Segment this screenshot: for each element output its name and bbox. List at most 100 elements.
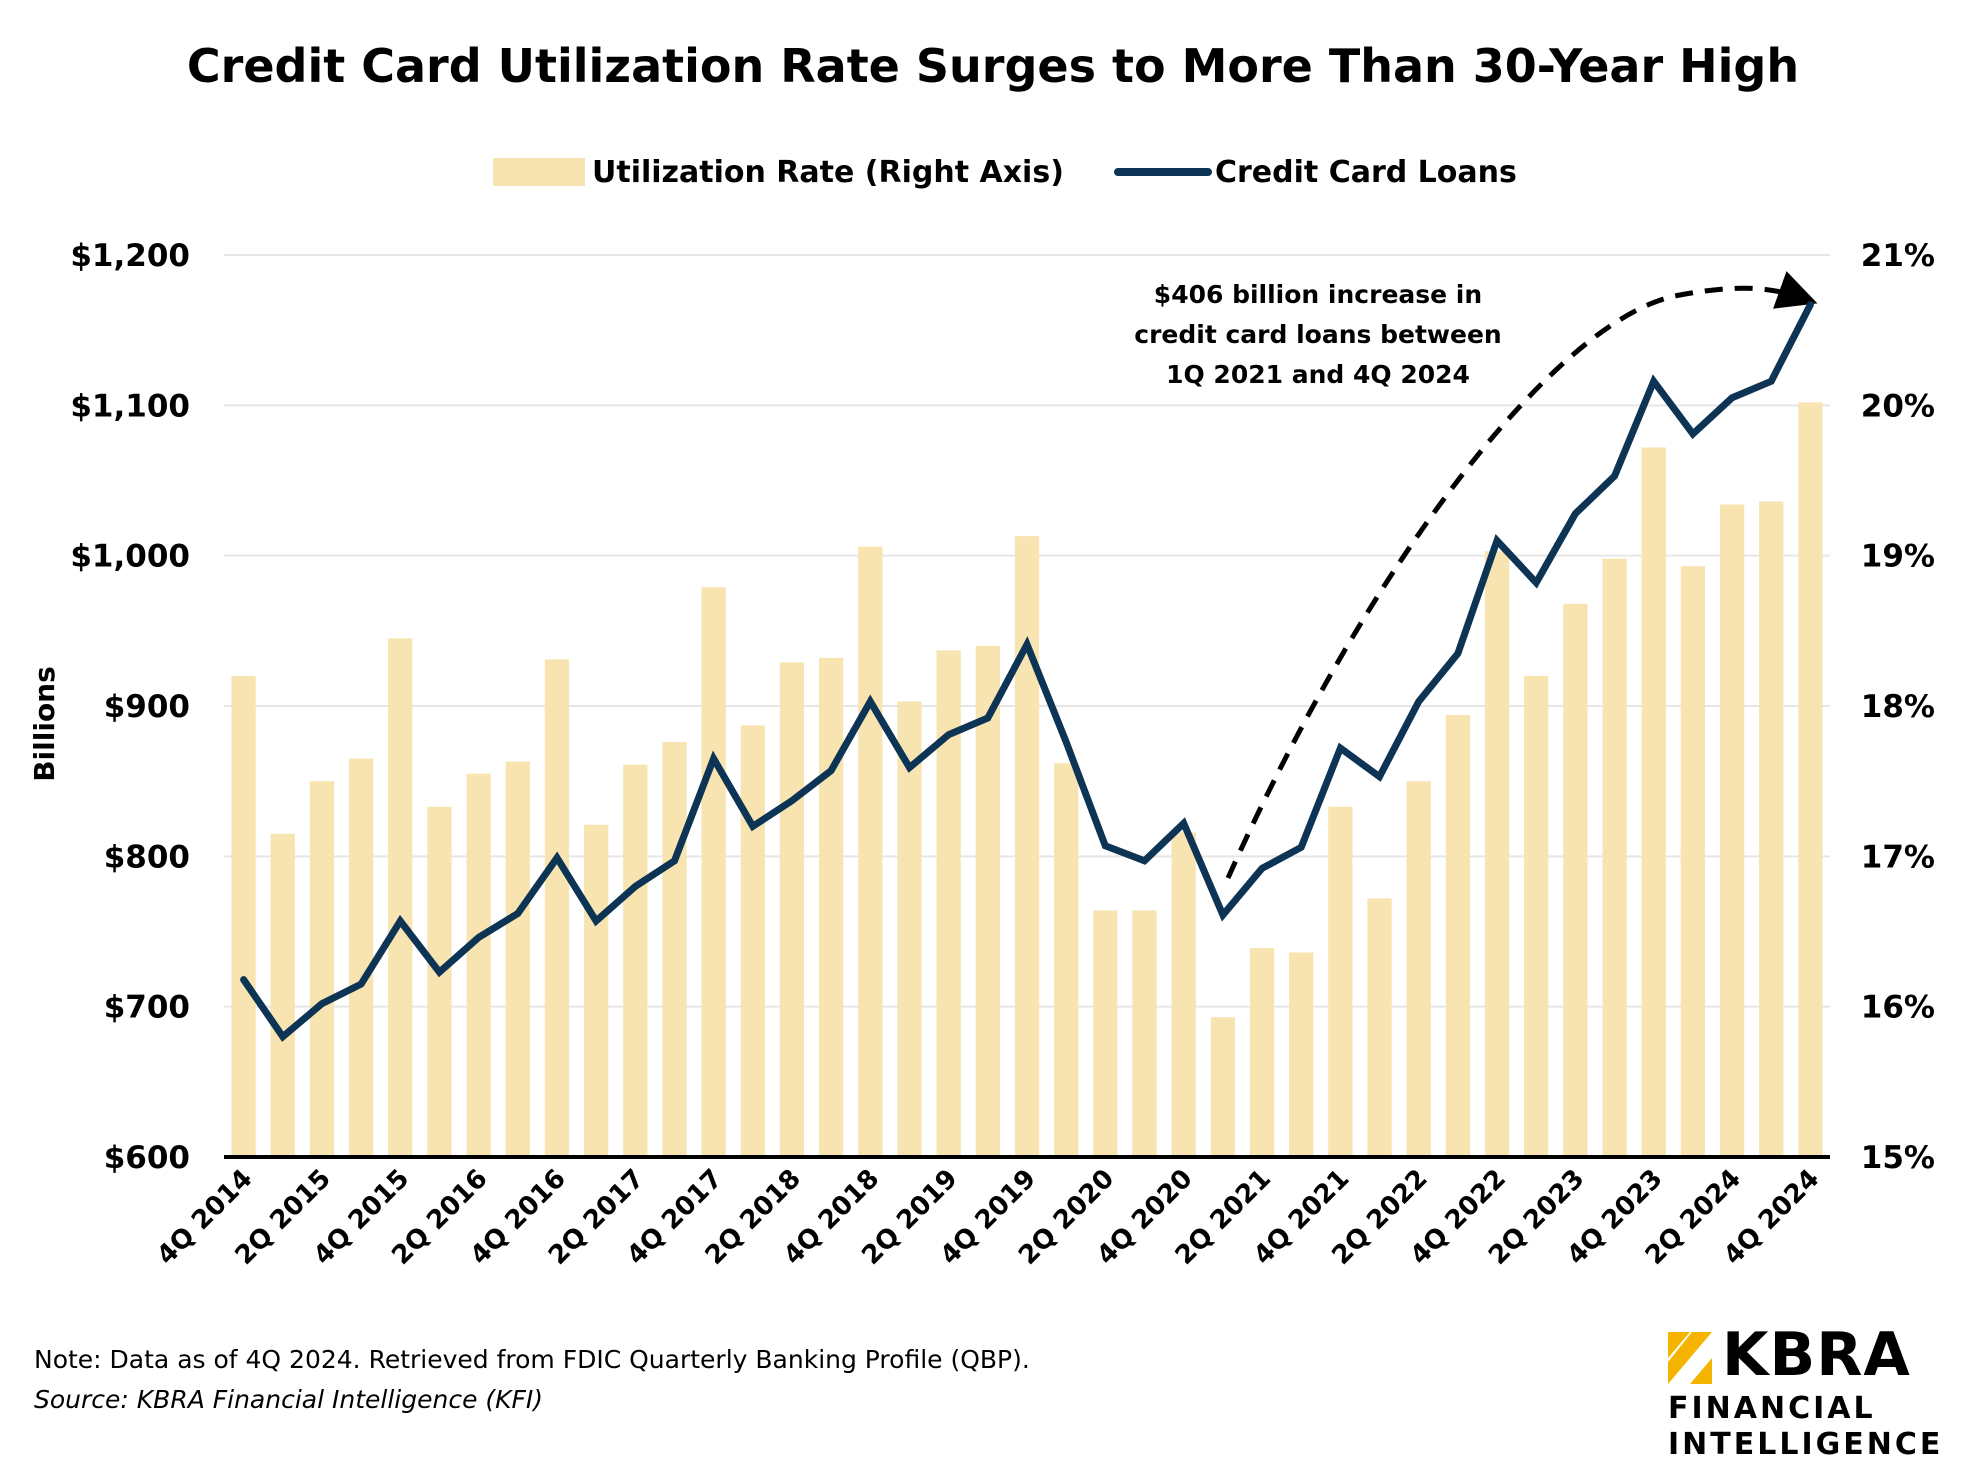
line-point-2q-2019 xyxy=(946,732,951,737)
kbra-subtitle-2: INTELLIGENCE xyxy=(1668,1427,1944,1462)
bar-1q-2016 xyxy=(427,806,452,1157)
line-point-4q-2016 xyxy=(554,855,559,860)
line-point-2q-2022 xyxy=(1416,699,1421,704)
bar-4q-2022 xyxy=(1484,551,1510,1157)
line-point-4q-2017 xyxy=(711,756,716,761)
bar-4q-2023 xyxy=(1641,447,1666,1158)
line-point-3q-2019 xyxy=(985,716,990,721)
bar-1q-2022 xyxy=(1367,898,1392,1157)
left-tick-label: $1,200 xyxy=(70,238,190,274)
bar-1q-2024 xyxy=(1680,566,1706,1157)
bar-2q-2017 xyxy=(623,764,648,1157)
line-point-2q-2020 xyxy=(1103,843,1108,848)
line-point-1q-2023 xyxy=(1534,580,1539,585)
bar-1q-2023 xyxy=(1524,675,1549,1157)
left-tick-label: $900 xyxy=(104,689,190,725)
legend-label-utilization: Utilization Rate (Right Axis) xyxy=(592,155,1064,190)
line-point-3q-2015 xyxy=(359,982,364,987)
kbra-wordmark: KBRA xyxy=(1722,1320,1911,1390)
line-point-1q-2021 xyxy=(1220,912,1225,917)
source-text: Source: KBRA Financial Intelligence (KFI… xyxy=(34,1385,544,1414)
line-point-2q-2018 xyxy=(789,798,794,803)
line-point-1q-2024 xyxy=(1690,431,1695,436)
bar-3q-2018 xyxy=(819,657,844,1157)
bar-1q-2020 xyxy=(1054,763,1079,1157)
bar-2q-2016 xyxy=(466,773,491,1157)
right-tick-label: 16% xyxy=(1861,990,1935,1026)
bar-4q-2018 xyxy=(858,546,883,1157)
bar-2q-2022 xyxy=(1406,781,1431,1157)
bar-4q-2015 xyxy=(388,638,413,1157)
left-tick-label: $800 xyxy=(104,839,190,875)
line-point-4q-2022 xyxy=(1495,538,1500,543)
bar-3q-2024 xyxy=(1759,501,1784,1158)
kbra-subtitle-1: FINANCIAL xyxy=(1668,1391,1876,1426)
bar-1q-2021 xyxy=(1210,1017,1235,1157)
bar-3q-2015 xyxy=(348,758,374,1157)
line-point-1q-2019 xyxy=(907,765,912,770)
chart-title: Credit Card Utilization Rate Surges to M… xyxy=(187,39,1799,93)
line-point-4q-2024 xyxy=(1808,302,1813,307)
annotation: $406 billion increase in credit card loa… xyxy=(1134,271,1818,880)
kbra-logo: KBRA FINANCIAL INTELLIGENCE xyxy=(1668,1322,1968,1466)
line-point-3q-2017 xyxy=(672,858,677,863)
line-point-4q-2021 xyxy=(1338,746,1343,751)
bar-1q-2018 xyxy=(740,725,765,1157)
line-point-1q-2015 xyxy=(280,1034,285,1039)
line-point-3q-2023 xyxy=(1612,473,1617,478)
legend-swatch-utilization xyxy=(493,158,585,186)
left-tick-label: $700 xyxy=(104,990,190,1026)
bar-2q-2018 xyxy=(779,662,805,1157)
line-point-4q-2023 xyxy=(1651,379,1656,384)
bar-4q-2024 xyxy=(1798,402,1823,1157)
line-point-1q-2017 xyxy=(594,918,599,923)
bar-2q-2021 xyxy=(1249,948,1275,1157)
bar-4q-2014 xyxy=(231,675,256,1157)
bar-3q-2017 xyxy=(662,742,687,1157)
right-tick-label: 19% xyxy=(1861,539,1935,575)
left-axis-ticks: $600 $700 $800 $900 $1,000 $1,100 $1,200 xyxy=(70,238,190,1176)
line-point-2q-2023 xyxy=(1573,511,1578,516)
bar-4q-2016 xyxy=(544,659,570,1157)
bar-2q-2019 xyxy=(936,650,961,1157)
right-tick-label: 15% xyxy=(1861,1140,1935,1176)
legend-label-loans: Credit Card Loans xyxy=(1215,155,1517,190)
line-point-1q-2016 xyxy=(437,970,442,975)
right-tick-label: 17% xyxy=(1861,839,1935,875)
bar-3q-2019 xyxy=(975,645,1000,1157)
bar-2q-2015 xyxy=(309,781,335,1157)
left-tick-label: $600 xyxy=(104,1140,190,1176)
annotation-arrow xyxy=(1225,271,1818,880)
line-point-1q-2020 xyxy=(1064,740,1069,745)
line-point-3q-2024 xyxy=(1769,379,1774,384)
bar-1q-2017 xyxy=(583,824,609,1157)
right-tick-label: 21% xyxy=(1861,238,1935,274)
y-axis-label: Billions xyxy=(28,666,61,782)
utilization-bars xyxy=(231,402,1823,1158)
line-point-4q-2015 xyxy=(398,918,403,923)
line-point-4q-2019 xyxy=(1025,642,1029,647)
bar-3q-2023 xyxy=(1602,558,1627,1157)
line-point-4q-2014 xyxy=(241,977,246,982)
line-point-1q-2022 xyxy=(1377,774,1382,779)
right-axis-ticks: 15% 16% 17% 18% 19% 20% 21% xyxy=(1861,238,1935,1176)
bar-2q-2023 xyxy=(1563,603,1588,1157)
bar-2q-2024 xyxy=(1719,504,1745,1157)
bar-2q-2020 xyxy=(1093,910,1118,1157)
annotation-line-3: 1Q 2021 and 4Q 2024 xyxy=(1166,360,1470,389)
line-point-1q-2018 xyxy=(750,824,755,829)
bar-3q-2016 xyxy=(505,761,530,1157)
line-point-2q-2017 xyxy=(633,884,638,889)
kbra-logo-mark-icon xyxy=(1668,1332,1712,1384)
line-point-2q-2021 xyxy=(1260,866,1265,871)
bar-4q-2019 xyxy=(1014,536,1040,1157)
line-point-3q-2016 xyxy=(515,911,520,916)
left-tick-label: $1,000 xyxy=(70,539,190,575)
line-point-4q-2018 xyxy=(868,699,873,704)
line-point-2q-2016 xyxy=(476,935,481,940)
line-point-3q-2018 xyxy=(829,768,834,773)
footnote: Note: Data as of 4Q 2024. Retrieved from… xyxy=(34,1345,1030,1374)
bar-4q-2021 xyxy=(1328,806,1353,1157)
line-point-2q-2015 xyxy=(319,1001,324,1006)
